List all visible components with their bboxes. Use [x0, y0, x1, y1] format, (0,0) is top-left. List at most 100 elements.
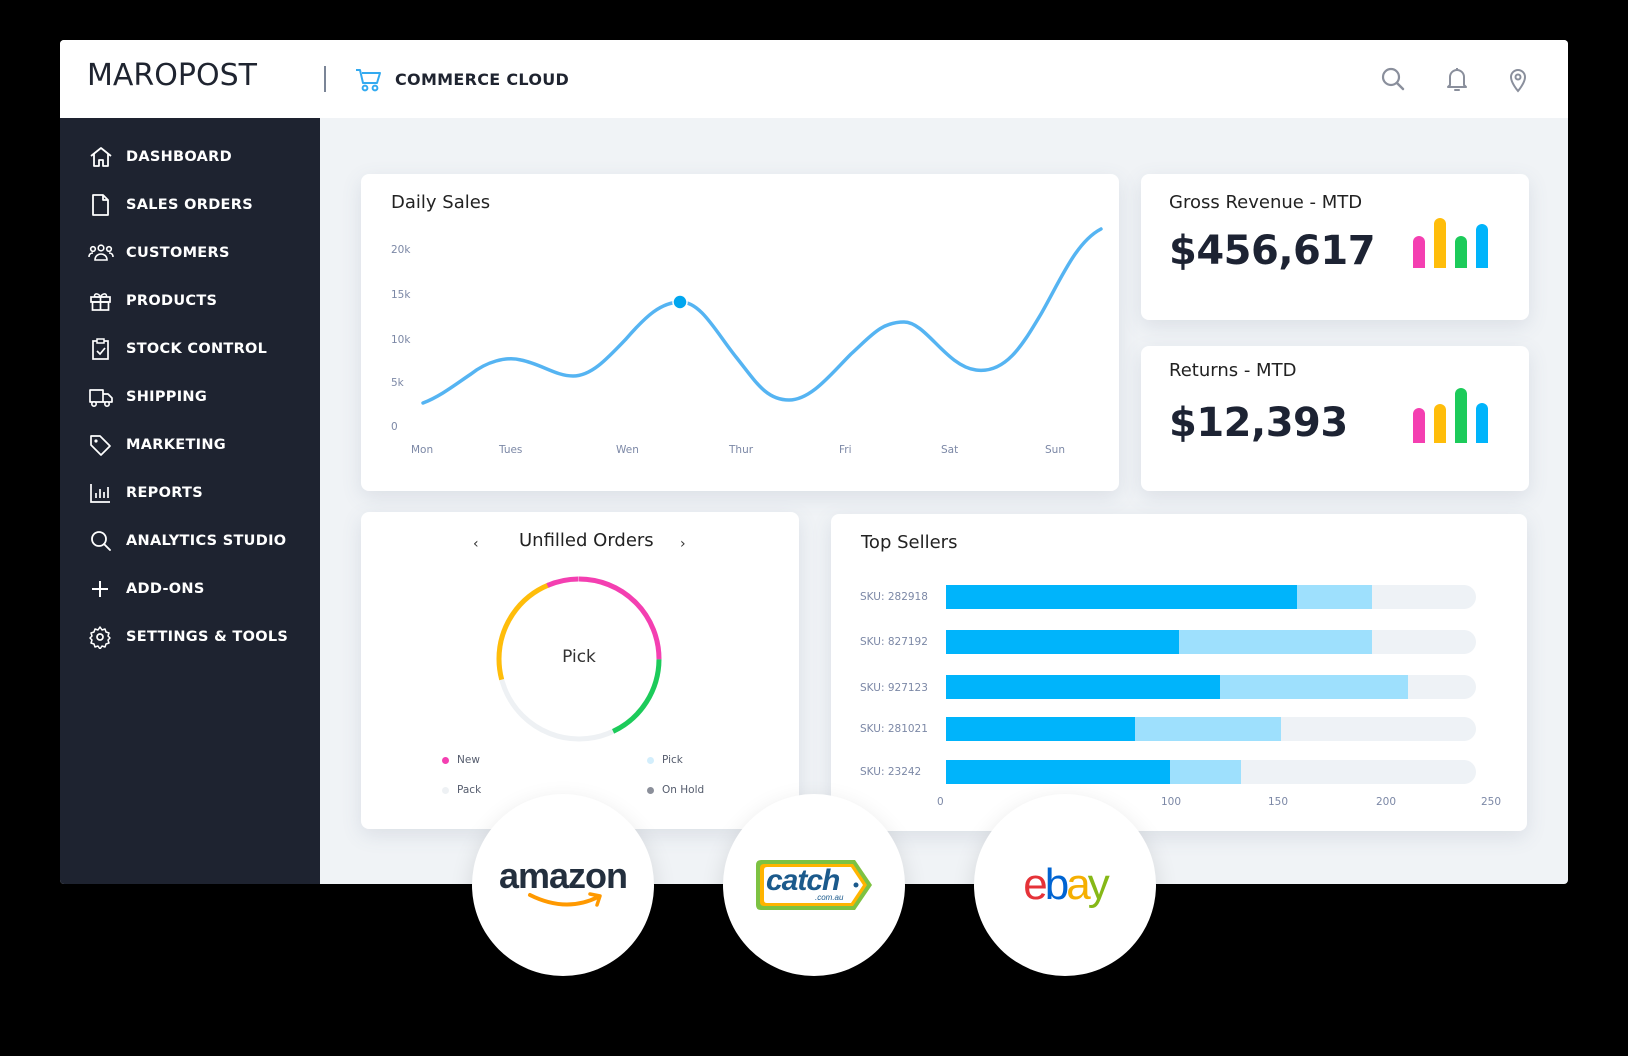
search-icon	[91, 531, 111, 551]
legend-item-pick[interactable]: Pick	[647, 754, 683, 766]
amazon-badge[interactable]: amazon	[472, 794, 654, 976]
legend-label: On Hold	[662, 784, 705, 796]
x-tick: 250	[1481, 796, 1502, 808]
catch-badge[interactable]: catch .com.au	[723, 794, 905, 976]
amazon-logo: amazon	[498, 855, 628, 915]
bell-icon[interactable]	[1442, 64, 1472, 94]
mini-bar	[1476, 224, 1488, 268]
returns-card: Returns - MTD $12,393	[1141, 346, 1529, 491]
sidebar-item-sales-orders[interactable]: SALES ORDERS	[88, 190, 308, 220]
unfilled-orders-donut[interactable]	[494, 574, 664, 744]
sidebar-item-label: ADD-ONS	[126, 581, 205, 597]
unfilled-orders-card: ‹ Unfilled Orders › Pick New Pick Pack O…	[361, 512, 799, 829]
legend-item-pack[interactable]: Pack	[442, 784, 481, 796]
sidebar-nav: DASHBOARD SALES ORDERS CUSTOMERS PRODUCT…	[60, 118, 320, 884]
sidebar-item-label: ANALYTICS STUDIO	[126, 533, 287, 549]
seller-bar[interactable]	[946, 717, 1476, 741]
gross-revenue-value: $456,617	[1169, 228, 1376, 274]
sidebar-item-settings-tools[interactable]: SETTINGS & TOOLS	[88, 622, 308, 652]
home-icon	[90, 147, 112, 167]
y-tick: 15k	[391, 289, 411, 301]
daily-sales-card: Daily Sales 20k 15k 10k 5k 0 Mon Tues We…	[361, 174, 1119, 491]
legend-dot	[647, 756, 654, 764]
gross-revenue-card: Gross Revenue - MTD $456,617	[1141, 174, 1529, 320]
x-tick: 150	[1268, 796, 1289, 808]
maropost-logo[interactable]: MAROPOST	[87, 58, 257, 93]
sku-label: SKU: 23242	[860, 766, 922, 778]
card-title: Returns - MTD	[1169, 360, 1297, 381]
ebay-logo: ebay	[1023, 860, 1109, 909]
bar-secondary	[1179, 630, 1372, 654]
bar-chart-icon	[90, 484, 110, 503]
card-title: Gross Revenue - MTD	[1169, 192, 1363, 213]
highlight-point[interactable]	[672, 294, 688, 310]
sku-label: SKU: 281021	[860, 723, 928, 735]
bar-primary	[946, 630, 1179, 654]
sidebar-item-label: SALES ORDERS	[126, 197, 253, 213]
x-tick: 0	[937, 796, 944, 808]
seller-bar[interactable]	[946, 585, 1476, 609]
card-title: Unfilled Orders	[519, 530, 654, 551]
search-icon[interactable]	[1378, 64, 1408, 94]
location-pin-icon[interactable]	[1503, 64, 1533, 94]
sidebar-item-marketing[interactable]: MARKETING	[88, 430, 308, 460]
mini-bar	[1413, 408, 1425, 443]
seller-bar[interactable]	[946, 630, 1476, 654]
sidebar-item-dashboard[interactable]: DASHBOARD	[88, 142, 308, 172]
mini-bar	[1434, 218, 1446, 268]
y-tick: 0	[391, 421, 398, 433]
sidebar-item-reports[interactable]: REPORTS	[88, 478, 308, 508]
daily-sales-line-chart[interactable]	[361, 174, 1119, 491]
mini-bar	[1476, 403, 1488, 443]
card-title: Top Sellers	[861, 532, 958, 553]
gear-icon	[89, 626, 111, 649]
tag-icon	[90, 435, 111, 456]
legend-item-on-hold[interactable]: On Hold	[647, 784, 704, 796]
clipboard-check-icon	[92, 338, 109, 360]
amazon-smile-icon	[528, 892, 602, 907]
sku-label: SKU: 927123	[860, 682, 928, 694]
ebay-badge[interactable]: ebay	[974, 794, 1156, 976]
bar-secondary	[1220, 675, 1408, 699]
catch-wordmark: catch	[766, 864, 840, 897]
bar-secondary	[1170, 760, 1241, 784]
sidebar-item-stock-control[interactable]: STOCK CONTROL	[88, 334, 308, 364]
product-name: COMMERCE CLOUD	[395, 70, 570, 89]
cart-icon	[356, 69, 381, 92]
x-tick: 100	[1161, 796, 1182, 808]
bar-primary	[946, 717, 1135, 741]
users-icon	[88, 244, 114, 261]
document-icon	[92, 194, 109, 216]
sidebar-item-analytics-studio[interactable]: ANALYTICS STUDIO	[88, 526, 308, 556]
legend-label: New	[457, 754, 480, 766]
sidebar-item-label: SETTINGS & TOOLS	[126, 629, 289, 645]
legend-item-new[interactable]: New	[442, 754, 480, 766]
sidebar-item-label: SHIPPING	[126, 389, 208, 405]
header-divider	[324, 66, 326, 92]
truck-icon	[89, 389, 113, 407]
sidebar-item-products[interactable]: PRODUCTS	[88, 286, 308, 316]
prev-arrow-button[interactable]: ‹	[473, 536, 479, 552]
sidebar-item-shipping[interactable]: SHIPPING	[88, 382, 308, 412]
donut-center-label: Pick	[562, 647, 596, 667]
legend-dot	[442, 756, 449, 764]
sidebar-item-add-ons[interactable]: ADD-ONS	[88, 574, 308, 604]
top-header: MAROPOST COMMERCE CLOUD	[60, 40, 1568, 118]
legend-dot	[647, 786, 654, 794]
seller-bar[interactable]	[946, 760, 1476, 784]
sidebar-item-label: DASHBOARD	[126, 149, 232, 165]
sidebar-item-customers[interactable]: CUSTOMERS	[88, 238, 308, 268]
mini-bar	[1413, 236, 1425, 268]
amazon-wordmark: amazon	[498, 855, 628, 896]
seller-bar[interactable]	[946, 675, 1476, 699]
x-tick: Sat	[941, 444, 959, 456]
returns-value: $12,393	[1169, 400, 1348, 446]
x-tick: 200	[1376, 796, 1397, 808]
catch-logo: catch .com.au	[753, 857, 875, 913]
bar-secondary	[1135, 717, 1281, 741]
plus-icon	[92, 581, 108, 597]
next-arrow-button[interactable]: ›	[680, 536, 686, 552]
sidebar-item-label: REPORTS	[126, 485, 203, 501]
legend-label: Pack	[457, 784, 482, 796]
sidebar-item-label: CUSTOMERS	[126, 245, 230, 261]
